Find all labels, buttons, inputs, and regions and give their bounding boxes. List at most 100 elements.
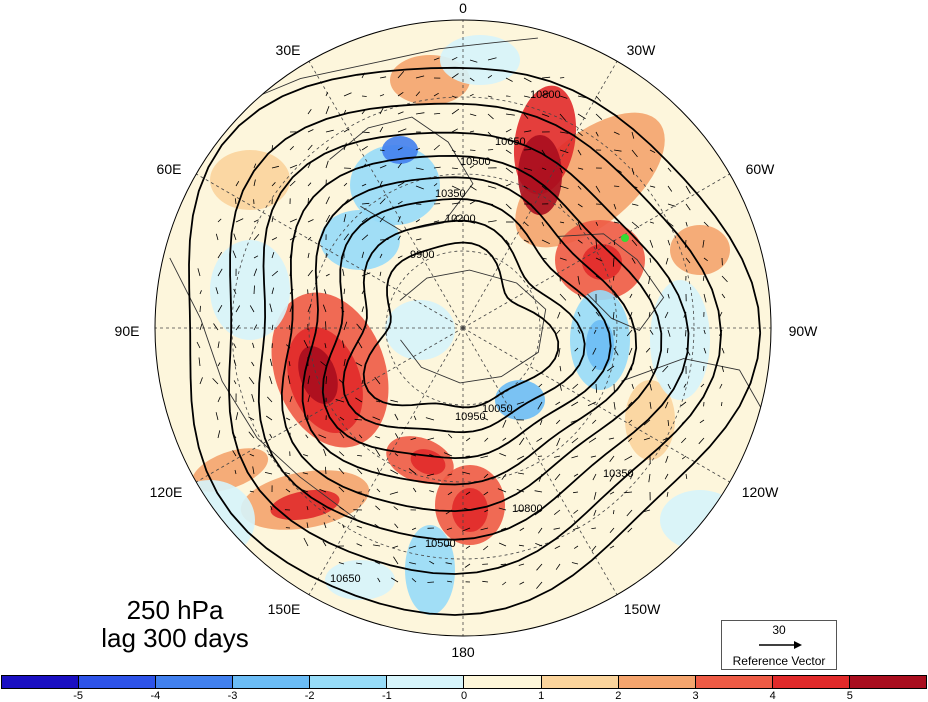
wind-vector (665, 401, 669, 409)
wind-vector (630, 473, 633, 480)
wind-vector (361, 131, 370, 134)
wind-vector (251, 393, 255, 403)
wind-vector (343, 321, 348, 331)
wind-vector (628, 401, 633, 406)
contour-label: 10350 (435, 188, 466, 200)
wind-vector (361, 109, 366, 115)
wind-vector (577, 95, 587, 99)
coastline (621, 358, 770, 423)
wind-vector (269, 303, 273, 313)
wind-vector (571, 455, 579, 459)
wind-vector (252, 466, 255, 475)
wind-vector (325, 321, 327, 331)
wind-vector (374, 523, 381, 529)
wind-vector (271, 287, 275, 295)
wind-vector (501, 527, 507, 531)
wind-vector (609, 545, 615, 549)
wind-vector (649, 383, 652, 391)
wind-vector (289, 164, 298, 169)
wind-vector (484, 437, 489, 442)
wind-vector (649, 239, 654, 248)
wind-vector (721, 347, 725, 354)
wind-vector (683, 311, 687, 318)
wind-vector (451, 95, 457, 99)
wind-vector (685, 473, 688, 479)
wind-vector (703, 347, 707, 354)
wind-vector (361, 163, 367, 169)
wind-vector (307, 303, 312, 313)
wind-vector (302, 489, 309, 493)
wind-vector (215, 287, 219, 295)
wind-vector (536, 581, 543, 589)
wind-vector (358, 434, 363, 439)
wind-vector (595, 275, 601, 280)
wind-vector (482, 416, 489, 421)
wind-vector (415, 147, 420, 151)
wind-vector (415, 112, 425, 115)
colorbar-cell (156, 676, 234, 688)
wind-vector (397, 216, 401, 223)
contour-label: 10500 (460, 156, 491, 168)
wind-vector (253, 268, 258, 277)
wind-vector (426, 473, 435, 477)
wind-vector (320, 361, 327, 367)
wind-vector (307, 161, 312, 169)
wind-vector (516, 488, 525, 493)
wind-vector (397, 111, 404, 115)
wind-vector (356, 323, 363, 331)
wind-vector (217, 251, 223, 259)
wind-vector (339, 416, 345, 421)
lon-label-0: 0 (459, 0, 467, 16)
wind-vector (343, 128, 350, 133)
colorbar-tick-label: -3 (227, 690, 238, 702)
wind-vector (487, 74, 493, 79)
wind-vector (271, 165, 279, 169)
wind-vector (303, 340, 309, 349)
wind-vector (463, 507, 471, 511)
wind-vector (631, 149, 638, 158)
wind-vector (433, 113, 441, 115)
height-contour (257, 131, 690, 541)
wind-vector (480, 527, 489, 531)
wind-vector (397, 70, 405, 79)
wind-vector (643, 437, 651, 441)
wind-vector (357, 468, 363, 475)
colorbar-cell (464, 676, 542, 688)
wind-vector (703, 365, 705, 372)
anomaly-shading (165, 35, 740, 615)
wind-vector (232, 450, 237, 457)
wind-vector (323, 448, 327, 457)
wind-vector (397, 255, 403, 259)
coastline (557, 233, 665, 331)
wind-vector (571, 562, 579, 565)
wind-vector (307, 375, 310, 385)
colorbar-tick-label: -4 (150, 690, 161, 702)
wind-vector (607, 419, 615, 425)
wind-vector (649, 257, 652, 263)
colorbar-tick-label: 0 (460, 690, 468, 702)
wind-vector (613, 113, 619, 117)
wind-vector (559, 131, 569, 134)
wind-vector (307, 219, 314, 223)
wind-vector (288, 361, 291, 367)
wind-vector (198, 357, 201, 367)
wind-vector (342, 268, 345, 277)
wind-vector (665, 257, 669, 265)
wind-vector (234, 469, 237, 475)
anomaly-patch (586, 320, 614, 370)
wind-vector (519, 437, 525, 446)
wind-vector (631, 203, 639, 206)
wind-vector (361, 183, 367, 187)
wind-vector (631, 239, 638, 246)
wind-vector (235, 180, 240, 187)
wind-vector (343, 182, 348, 187)
lon-label-30w: 30W (626, 42, 656, 58)
wind-vector (289, 396, 293, 403)
wind-vector (397, 147, 403, 151)
height-contours (188, 66, 762, 616)
wind-vector (541, 113, 550, 117)
wind-vector (613, 185, 620, 187)
wind-vector (557, 311, 561, 319)
wind-vector (555, 401, 561, 406)
